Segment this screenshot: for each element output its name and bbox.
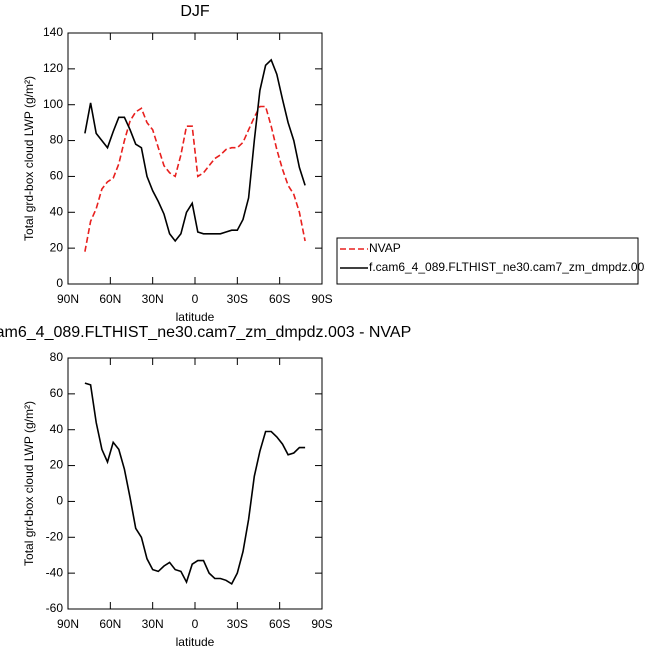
x-tick-label: 30N — [142, 617, 164, 631]
y-tick-label: 120 — [43, 61, 63, 75]
data-line — [84, 105, 306, 252]
chart-title: DJF — [180, 3, 210, 20]
y-tick-label: 60 — [50, 169, 64, 183]
legend-label: NVAP — [369, 241, 401, 255]
data-line — [84, 382, 306, 586]
y-tick-label: 20 — [50, 240, 64, 254]
x-tick-label: 60N — [99, 292, 121, 306]
y-axis-label: Total grd-box cloud LWP (g/m²) — [22, 401, 36, 566]
legend-box — [336, 237, 639, 285]
x-tick-label: 90S — [311, 617, 332, 631]
y-tick-label: -40 — [46, 565, 64, 579]
y-tick-label: 60 — [50, 386, 64, 400]
x-tick-label: 60S — [269, 292, 290, 306]
y-tick-label: -20 — [46, 529, 64, 543]
y-tick-label: 80 — [50, 133, 64, 147]
x-tick-label: 0 — [192, 617, 199, 631]
x-tick-label: 30S — [227, 292, 248, 306]
y-tick-label: 0 — [56, 494, 63, 508]
x-tick-label: 90N — [57, 617, 79, 631]
x-tick-label: 30N — [142, 292, 164, 306]
y-tick-label: 0 — [56, 276, 63, 290]
x-tick-label: 30S — [227, 617, 248, 631]
legend-label: f.cam6_4_089.FLTHIST_ne30.cam7_zm_dmpdz.… — [369, 260, 645, 274]
y-tick-label: 140 — [43, 25, 63, 39]
chart-title: f.cam6_4_089.FLTHIST_ne30.cam7_zm_dmpdz.… — [0, 324, 411, 341]
y-tick-label: 40 — [50, 422, 64, 436]
y-tick-label: -60 — [46, 601, 64, 615]
x-axis-label: latitude — [176, 635, 215, 649]
y-axis-label: Total grd-box cloud LWP (g/m²) — [22, 76, 36, 241]
x-tick-label: 0 — [192, 292, 199, 306]
y-tick-label: 20 — [50, 458, 64, 472]
x-tick-label: 60N — [99, 617, 121, 631]
plot-frame — [67, 357, 323, 610]
data-line — [84, 58, 306, 243]
y-tick-label: 80 — [50, 350, 64, 364]
y-tick-label: 40 — [50, 204, 64, 218]
y-tick-label: 100 — [43, 97, 63, 111]
x-tick-label: 90S — [311, 292, 332, 306]
x-axis-label: latitude — [176, 310, 215, 324]
x-tick-label: 60S — [269, 617, 290, 631]
x-tick-label: 90N — [57, 292, 79, 306]
